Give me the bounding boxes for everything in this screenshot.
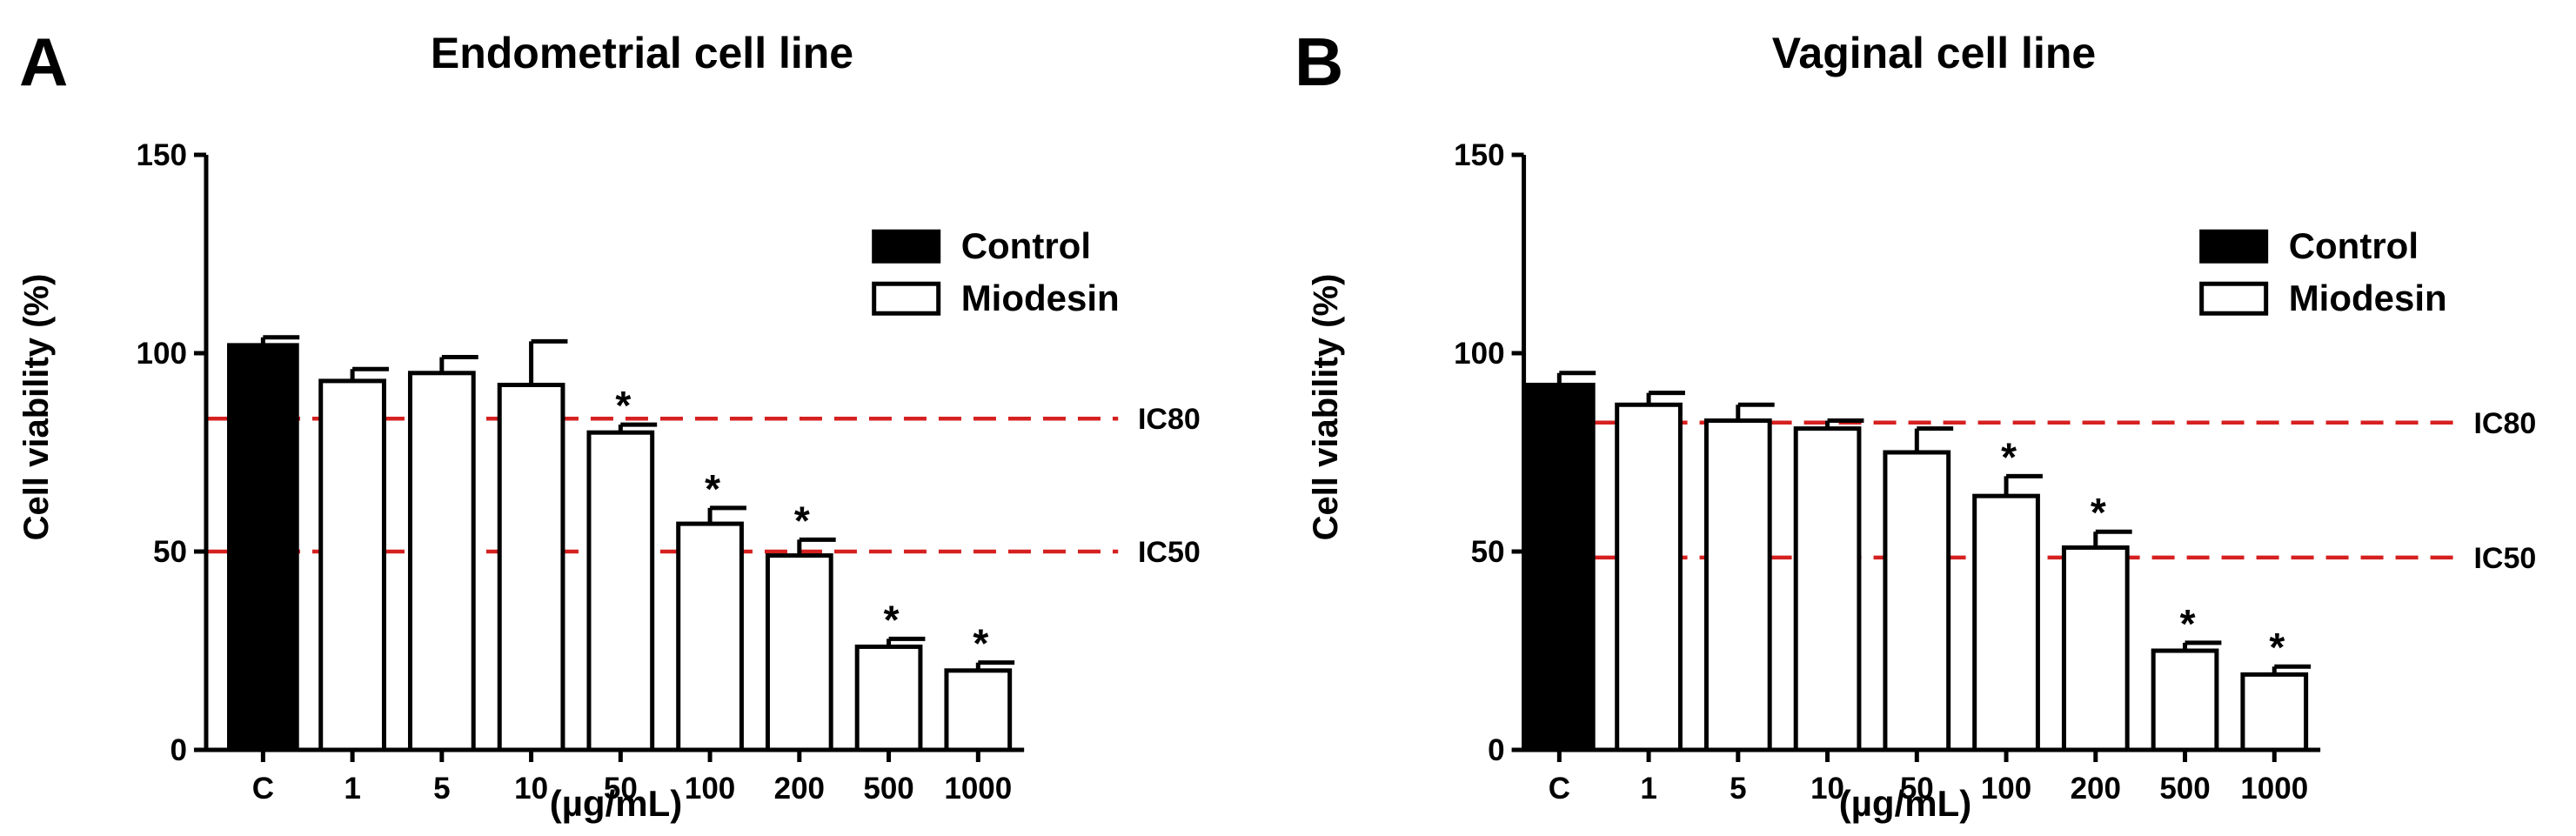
x-tick-label: 1000 <box>944 772 1012 806</box>
x-tick-label: C <box>1549 772 1570 806</box>
bar-miodesin <box>1703 418 1772 752</box>
legend-label-miodesin: Miodesin <box>961 278 1120 318</box>
reference-label-ic50: IC50 <box>2473 542 2536 575</box>
axes: 0 50 100 150 C 1 5 10 50 100 200 500 1000 <box>137 138 1025 806</box>
panel-letter: A <box>19 23 68 100</box>
legend-label-control: Control <box>2289 225 2419 266</box>
legend-label-miodesin: Miodesin <box>2289 278 2447 318</box>
significance-marker: * <box>2091 490 2106 535</box>
y-tick-label: 150 <box>1454 138 1504 172</box>
reference-label-ic80: IC80 <box>1138 403 1201 436</box>
bar-control <box>226 343 299 752</box>
bar-miodesin <box>854 644 923 752</box>
bar-miodesin <box>1615 402 1683 752</box>
y-tick-label: 0 <box>170 733 186 767</box>
x-axis-label: (µg/mL) <box>550 783 683 824</box>
bars: * * * * * <box>226 335 1015 752</box>
legend-label-control: Control <box>961 225 1091 266</box>
bar-miodesin <box>2240 672 2309 752</box>
significance-marker: * <box>705 466 720 512</box>
bar-control <box>1522 382 1596 752</box>
x-tick-label: 500 <box>2159 772 2210 806</box>
significance-marker: * <box>2269 625 2285 670</box>
y-tick-label: 100 <box>137 337 187 371</box>
y-axis-label: Cell viability (%) <box>17 274 56 541</box>
x-tick-label: 10 <box>1810 772 1844 806</box>
panel-vaginal: B Vaginal cell line Cell viability (%) (… <box>1295 23 2536 824</box>
x-tick-label: C <box>252 772 274 806</box>
bar-miodesin <box>2151 648 2219 752</box>
bar-miodesin <box>1883 450 1951 752</box>
x-tick-label: 1 <box>344 772 360 806</box>
bar-miodesin <box>1793 426 1862 752</box>
x-tick-label: 100 <box>1981 772 2031 806</box>
bar-miodesin <box>1972 493 2040 752</box>
bar-miodesin <box>497 382 565 752</box>
panel-letter: B <box>1295 23 1343 100</box>
x-tick-label: 1000 <box>2240 772 2308 806</box>
x-tick-label: 1 <box>1640 772 1656 806</box>
x-tick-label: 100 <box>685 772 735 806</box>
x-tick-label: 5 <box>1730 772 1746 806</box>
y-tick-label: 0 <box>1488 733 1504 767</box>
significance-marker: * <box>2180 601 2196 646</box>
legend: Control Miodesin <box>872 225 1120 318</box>
bars: * * * * <box>1522 371 2312 752</box>
x-axis-label: (µg/mL) <box>1839 783 1972 824</box>
x-tick-label: 50 <box>1900 772 1934 806</box>
y-tick-label: 100 <box>1454 337 1504 371</box>
x-tick-label: 5 <box>433 772 450 806</box>
legend: Control Miodesin <box>2199 225 2447 318</box>
chart-title: Vaginal cell line <box>1772 29 2096 77</box>
bar-miodesin <box>765 553 833 752</box>
x-tick-label: 200 <box>774 772 825 806</box>
bar-miodesin <box>2061 545 2130 752</box>
significance-marker: * <box>794 498 810 543</box>
reference-label-ic50: IC50 <box>1138 536 1201 569</box>
y-tick-label: 150 <box>137 138 187 172</box>
panel-endometrial: A Endometrial cell line Cell viability (… <box>17 23 1201 824</box>
bar-miodesin <box>407 371 476 752</box>
y-tick-label: 50 <box>153 535 187 569</box>
x-tick-label: 500 <box>863 772 913 806</box>
legend-swatch-control <box>2199 229 2269 264</box>
reference-label-ic80: IC80 <box>2473 407 2536 440</box>
axes: 0 50 100 150 C 1 5 10 50 100 200 500 1000 <box>1454 138 2321 806</box>
x-tick-label: 10 <box>514 772 548 806</box>
significance-marker: * <box>615 383 631 428</box>
bar-miodesin <box>944 668 1013 752</box>
legend-swatch-miodesin <box>2199 281 2269 316</box>
bar-miodesin <box>586 430 655 752</box>
x-tick-label: 200 <box>2071 772 2121 806</box>
legend-swatch-control <box>872 229 941 264</box>
significance-marker: * <box>884 597 900 642</box>
bar-miodesin <box>676 521 744 752</box>
y-tick-label: 50 <box>1471 535 1505 569</box>
bar-miodesin <box>318 378 386 752</box>
y-axis-label: Cell viability (%) <box>1307 274 1345 541</box>
significance-marker: * <box>973 621 988 666</box>
significance-marker: * <box>2001 434 2017 479</box>
legend-swatch-miodesin <box>872 281 941 316</box>
chart-title: Endometrial cell line <box>431 29 853 77</box>
x-tick-label: 50 <box>604 772 638 806</box>
